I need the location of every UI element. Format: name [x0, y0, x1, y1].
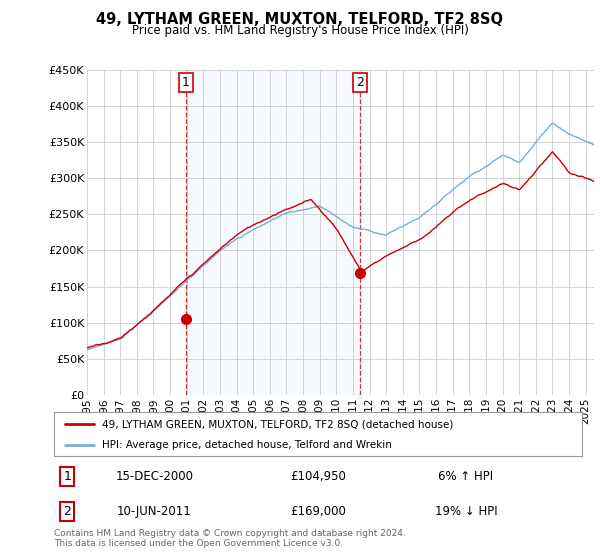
Text: £169,000: £169,000	[290, 505, 346, 518]
Text: 1: 1	[182, 76, 190, 89]
Text: 2: 2	[63, 505, 71, 518]
Text: 19% ↓ HPI: 19% ↓ HPI	[434, 505, 497, 518]
Text: 6% ↑ HPI: 6% ↑ HPI	[438, 470, 493, 483]
Text: 1: 1	[63, 470, 71, 483]
Text: HPI: Average price, detached house, Telford and Wrekin: HPI: Average price, detached house, Telf…	[101, 440, 391, 450]
Text: Price paid vs. HM Land Registry's House Price Index (HPI): Price paid vs. HM Land Registry's House …	[131, 24, 469, 37]
Text: £104,950: £104,950	[290, 470, 346, 483]
Bar	[186, 70, 360, 395]
Text: Contains HM Land Registry data © Crown copyright and database right 2024.
This d: Contains HM Land Registry data © Crown c…	[54, 529, 406, 548]
Text: 15-DEC-2000: 15-DEC-2000	[115, 470, 193, 483]
Text: 2: 2	[356, 76, 364, 89]
Text: 49, LYTHAM GREEN, MUXTON, TELFORD, TF2 8SQ: 49, LYTHAM GREEN, MUXTON, TELFORD, TF2 8…	[97, 12, 503, 27]
Text: 49, LYTHAM GREEN, MUXTON, TELFORD, TF2 8SQ (detached house): 49, LYTHAM GREEN, MUXTON, TELFORD, TF2 8…	[101, 419, 453, 429]
Text: 10-JUN-2011: 10-JUN-2011	[117, 505, 191, 518]
